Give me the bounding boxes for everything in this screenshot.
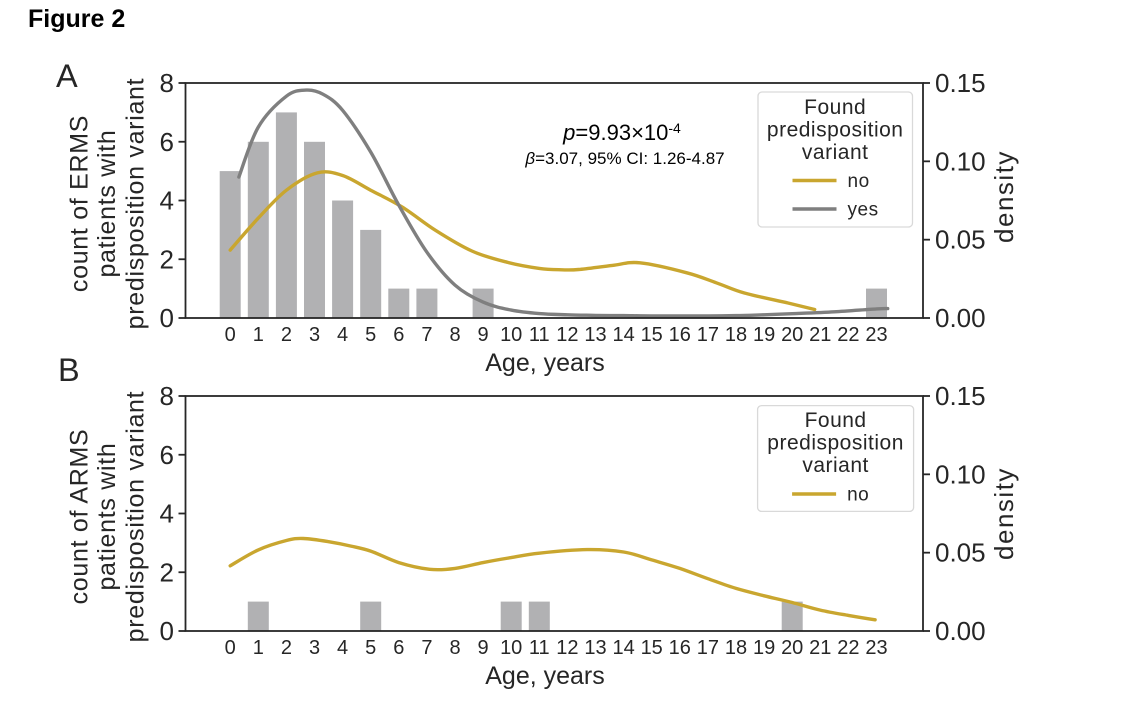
svg-text:density: density — [989, 150, 1019, 243]
svg-text:6: 6 — [393, 637, 404, 659]
svg-text:0.10: 0.10 — [935, 146, 986, 176]
svg-text:0.00: 0.00 — [935, 303, 986, 333]
svg-text:patients with: patients with — [93, 129, 121, 277]
svg-text:4: 4 — [160, 499, 174, 529]
svg-text:17: 17 — [697, 324, 719, 346]
svg-text:3: 3 — [309, 637, 320, 659]
svg-text:11: 11 — [529, 637, 550, 659]
svg-text:Found: Found — [804, 96, 866, 119]
svg-text:14: 14 — [612, 324, 634, 346]
svg-text:0.15: 0.15 — [935, 68, 986, 98]
svg-text:4: 4 — [337, 637, 348, 659]
svg-text:0.10: 0.10 — [935, 459, 986, 489]
svg-text:β=3.07, 95% CI: 1.26-4.87: β=3.07, 95% CI: 1.26-4.87 — [524, 149, 724, 168]
svg-text:predisposition variant: predisposition variant — [121, 391, 149, 643]
svg-text:count of ARMS: count of ARMS — [65, 429, 93, 605]
svg-text:0: 0 — [160, 303, 174, 333]
svg-text:16: 16 — [669, 324, 691, 346]
svg-text:15: 15 — [641, 324, 663, 346]
svg-text:13: 13 — [584, 324, 606, 346]
svg-text:Age, years: Age, years — [485, 662, 605, 690]
svg-text:8: 8 — [160, 381, 174, 411]
svg-text:15: 15 — [641, 637, 663, 659]
svg-text:8: 8 — [449, 324, 460, 346]
svg-text:variant: variant — [802, 454, 869, 477]
svg-text:4: 4 — [337, 324, 348, 346]
svg-text:7: 7 — [421, 324, 432, 346]
svg-text:18: 18 — [725, 637, 747, 659]
svg-text:23: 23 — [865, 324, 887, 346]
svg-text:density: density — [989, 467, 1019, 560]
svg-text:22: 22 — [837, 324, 859, 346]
svg-text:9: 9 — [478, 324, 489, 346]
svg-text:patients with: patients with — [93, 442, 121, 590]
svg-text:variant: variant — [802, 141, 869, 164]
svg-text:predisposition variant: predisposition variant — [121, 78, 149, 330]
svg-text:12: 12 — [556, 637, 578, 659]
svg-text:2: 2 — [281, 324, 292, 346]
svg-text:2: 2 — [160, 244, 174, 274]
svg-text:0: 0 — [225, 324, 236, 346]
svg-text:18: 18 — [725, 324, 747, 346]
svg-text:B: B — [58, 352, 80, 388]
svg-text:0: 0 — [160, 616, 174, 646]
svg-text:Found: Found — [805, 409, 867, 432]
svg-text:A: A — [56, 58, 78, 94]
svg-text:5: 5 — [365, 324, 376, 346]
svg-text:0: 0 — [225, 637, 236, 659]
svg-text:20: 20 — [781, 324, 803, 346]
svg-text:12: 12 — [556, 324, 578, 346]
svg-text:no: no — [847, 485, 869, 506]
svg-text:Age, years: Age, years — [485, 349, 605, 377]
svg-text:14: 14 — [612, 637, 634, 659]
svg-text:21: 21 — [809, 324, 831, 346]
svg-text:0.05: 0.05 — [935, 538, 986, 568]
svg-text:yes: yes — [848, 200, 879, 221]
svg-text:1: 1 — [253, 637, 264, 659]
svg-text:0.00: 0.00 — [935, 616, 986, 646]
svg-text:count of ERMS: count of ERMS — [65, 115, 93, 292]
svg-text:5: 5 — [365, 637, 376, 659]
svg-text:no: no — [848, 171, 870, 192]
svg-text:21: 21 — [809, 637, 831, 659]
svg-text:19: 19 — [753, 324, 775, 346]
svg-text:9: 9 — [478, 637, 489, 659]
svg-text:8: 8 — [449, 637, 460, 659]
svg-text:8: 8 — [160, 68, 174, 98]
svg-text:predisposition: predisposition — [767, 119, 904, 142]
svg-text:16: 16 — [669, 637, 691, 659]
svg-text:predisposition: predisposition — [767, 432, 904, 455]
svg-text:23: 23 — [865, 637, 887, 659]
svg-text:7: 7 — [421, 637, 432, 659]
svg-text:17: 17 — [697, 637, 719, 659]
svg-text:2: 2 — [160, 557, 174, 587]
svg-text:10: 10 — [500, 637, 522, 659]
svg-text:11: 11 — [529, 324, 550, 346]
svg-text:2: 2 — [281, 637, 292, 659]
svg-text:3: 3 — [309, 324, 320, 346]
svg-text:6: 6 — [393, 324, 404, 346]
svg-text:13: 13 — [584, 637, 606, 659]
svg-text:19: 19 — [753, 637, 775, 659]
svg-text:0.15: 0.15 — [935, 381, 986, 411]
svg-text:10: 10 — [500, 324, 522, 346]
svg-text:0.05: 0.05 — [935, 225, 986, 255]
svg-text:6: 6 — [160, 440, 174, 470]
svg-text:6: 6 — [160, 127, 174, 157]
svg-text:Figure 2: Figure 2 — [28, 5, 125, 33]
svg-text:p=9.93×10-4: p=9.93×10-4 — [562, 120, 681, 145]
svg-text:1: 1 — [253, 324, 264, 346]
svg-text:20: 20 — [781, 637, 803, 659]
svg-text:22: 22 — [837, 637, 859, 659]
svg-text:4: 4 — [160, 186, 174, 216]
